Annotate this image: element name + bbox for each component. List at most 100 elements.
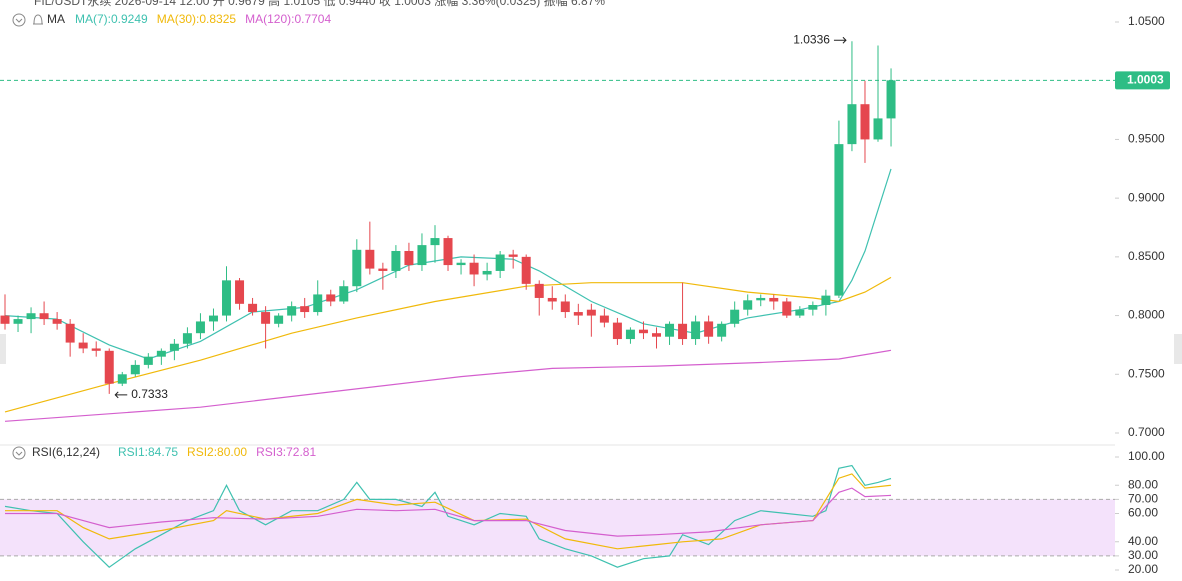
candle-body (300, 306, 310, 313)
rsi-legend-title: RSI(6,12,24) (32, 445, 100, 459)
y-tick-label: 80.00 (1128, 477, 1158, 491)
candle-body (860, 104, 870, 140)
y-tick-label: 70.00 (1128, 492, 1158, 506)
last-price-label: 1.0003 (1127, 73, 1164, 87)
y-tick-label: 0.7500 (1128, 366, 1165, 380)
candle-body (287, 306, 297, 316)
y-tick-label: 0.8500 (1128, 249, 1165, 263)
annotation-label: 1.0336 (793, 32, 830, 46)
candle-body (756, 297, 766, 301)
annotation-arrow (833, 36, 847, 44)
candle-body (26, 313, 36, 320)
indicator-line (5, 487, 892, 537)
header-info: FIL/USDT永续 2026-09-14 12:00 开 0.9679 高 1… (34, 0, 605, 8)
indicator-line (4, 464, 892, 568)
candle-body (130, 364, 140, 375)
candle-body (65, 323, 75, 343)
bell-icon[interactable] (33, 14, 43, 25)
candle-body (235, 280, 245, 304)
candle-body (743, 300, 753, 310)
y-tick-label: 0.7000 (1128, 425, 1165, 439)
candle-body (469, 262, 479, 275)
indicator-line (4, 276, 892, 413)
y-tick-label: 0.9500 (1128, 132, 1165, 146)
candle-body (586, 309, 596, 316)
legend-entry: MA(120):0.7704 (245, 12, 331, 26)
legend-entry: RSI2:80.00 (187, 445, 247, 459)
candle-body (678, 323, 688, 340)
candle-body (261, 312, 271, 324)
candle-body (599, 315, 609, 323)
candle-body (104, 350, 114, 384)
candle-body (365, 249, 375, 269)
candle-body (808, 305, 818, 310)
y-tick-label: 1.0500 (1128, 14, 1165, 28)
candle-body (560, 301, 570, 313)
candle-body (117, 374, 127, 384)
annotation-label: 0.7333 (131, 387, 168, 401)
candle-body (391, 250, 401, 271)
candle-body (274, 315, 284, 324)
candle-body (169, 343, 179, 351)
candle-body (612, 322, 622, 340)
y-tick-label: 60.00 (1128, 506, 1158, 520)
chevron (15, 18, 23, 23)
candle-body (847, 104, 857, 145)
y-tick-label: 0.9000 (1128, 190, 1165, 204)
candle-body (78, 342, 88, 349)
collapse-icon[interactable] (12, 13, 26, 27)
candle-body (717, 323, 727, 337)
candle-body (91, 348, 101, 351)
candle-body (182, 333, 192, 344)
scroll-left[interactable] (0, 334, 6, 364)
candle-body (821, 295, 831, 306)
candle-body (313, 294, 323, 313)
y-tick-label: 30.00 (1128, 548, 1158, 562)
candle-body (638, 329, 648, 334)
candle-body (704, 321, 714, 337)
candle-body (52, 319, 62, 324)
rsi-band (0, 499, 1115, 556)
candle-body (769, 297, 779, 302)
legend-entry: RSI1:84.75 (118, 445, 178, 459)
indicator-line (4, 349, 892, 422)
y-tick-label: 100.00 (1128, 449, 1165, 463)
candle-body (730, 309, 740, 324)
candle-body (625, 329, 635, 340)
legend-entry: RSI3:72.81 (256, 445, 316, 459)
candle-body (873, 118, 883, 140)
candle-body (547, 297, 557, 302)
candle-body (208, 315, 218, 322)
candle-body (795, 309, 805, 316)
y-tick-label: 0.8000 (1128, 308, 1165, 322)
y-tick-label: 20.00 (1128, 562, 1158, 576)
collapse-icon[interactable] (12, 446, 26, 460)
candle-body (508, 254, 518, 257)
candle-body (0, 315, 10, 324)
candle-body (417, 245, 427, 266)
candle-body (222, 280, 232, 316)
candle-body (521, 256, 531, 284)
candle-body (443, 238, 453, 266)
chevron (15, 451, 23, 456)
candle-body (143, 356, 153, 365)
candle-body (456, 262, 466, 266)
candle-body (13, 319, 23, 324)
candle-body (378, 268, 388, 271)
candle-body (195, 321, 205, 334)
scroll-right[interactable] (1174, 334, 1182, 364)
legend-entry: MA(7):0.9249 (75, 12, 148, 26)
candle-body (404, 250, 414, 266)
candle-body (782, 301, 792, 316)
candle-body (886, 80, 896, 119)
candle-body (430, 238, 440, 246)
candle-body (39, 313, 49, 320)
candle-body (482, 270, 492, 275)
legend-entry: MA(30):0.8325 (157, 12, 237, 26)
candle-body (248, 303, 258, 313)
ma-legend-title: MA (47, 12, 65, 26)
annotation-arrow (114, 391, 128, 399)
last-price-box (1115, 71, 1170, 90)
